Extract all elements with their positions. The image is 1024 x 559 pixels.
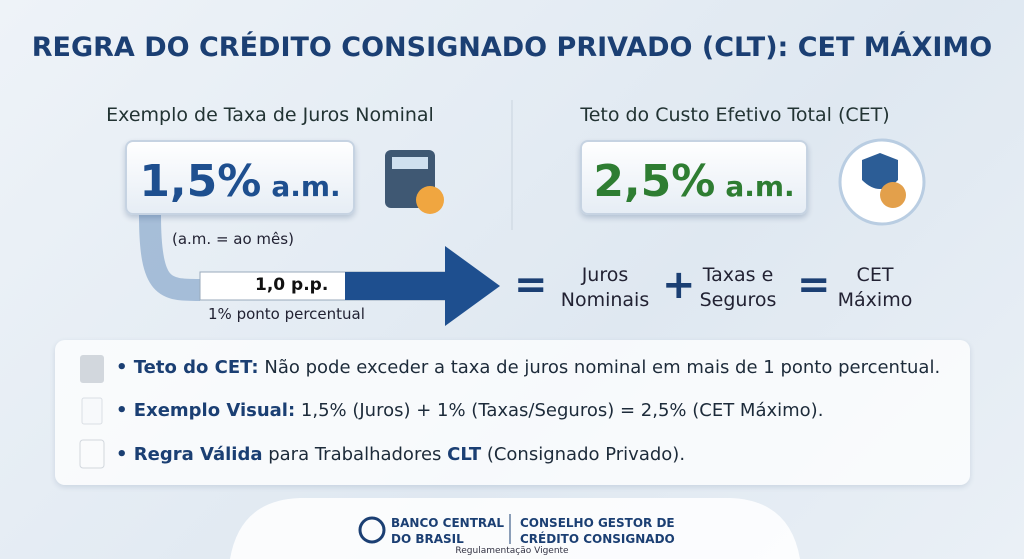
operator: = <box>797 262 831 308</box>
bullet-text: Não pode exceder a taxa de juros nominal… <box>258 357 941 378</box>
calc-screen <box>392 157 428 169</box>
bullet-bold: Exemplo Visual: <box>133 400 296 421</box>
bullet-bold: Regra Válida <box>133 444 263 465</box>
bank-name: BANCO CENTRAL DO BRASIL <box>391 515 504 547</box>
curve-arrow <box>139 214 201 301</box>
term: Taxas e Seguros <box>688 263 788 313</box>
arrow-head <box>445 246 500 326</box>
right-box: 2,5% a.m. <box>580 140 808 215</box>
footer-bg <box>230 498 800 559</box>
bullet: Teto do CET: Não pode exceder a taxa de … <box>116 357 940 378</box>
percent-icon <box>416 186 444 214</box>
term-line: Taxas e <box>702 264 774 286</box>
term-line: Juros <box>581 264 629 286</box>
right-value: 2,5% <box>593 156 716 207</box>
bullet-text: para Trabalhadores <box>262 444 448 465</box>
term-line: Seguros <box>699 289 777 311</box>
bullet-bold: Teto do CET: <box>133 357 259 378</box>
bank-line: DO BRASIL <box>391 532 464 546</box>
note: (a.m. = ao mês) <box>172 230 294 248</box>
shield <box>862 153 898 189</box>
council-line: CONSELHO GESTOR DE <box>520 516 675 530</box>
footer-caption: Regulamentação Vigente <box>455 546 569 556</box>
bc-logo <box>358 516 386 544</box>
bullet-text: 1,5% (Juros) + 1% (Taxas/Seguros) = 2,5%… <box>295 400 824 421</box>
arrow-caption: 1% ponto percentual <box>208 305 365 323</box>
bullet: Regra Válida para Trabalhadores CLT (Con… <box>116 444 685 465</box>
right-unit: a.m. <box>725 170 795 203</box>
bullet-text: (Consignado Privado). <box>481 444 686 465</box>
left-unit: a.m. <box>271 170 341 203</box>
left-label: Exemplo de Taxa de Juros Nominal <box>106 104 434 126</box>
term-line: CET <box>856 264 894 286</box>
bank-line: BANCO CENTRAL <box>391 516 505 530</box>
money-bag <box>880 182 906 208</box>
title: REGRA DO CRÉDITO CONSIGNADO PRIVADO (CLT… <box>31 32 993 63</box>
left-box: 1,5% a.m. <box>125 140 355 215</box>
bullet: Exemplo Visual: 1,5% (Juros) + 1% (Taxas… <box>116 400 824 421</box>
term: Juros Nominais <box>550 263 660 313</box>
council-name: CONSELHO GESTOR DE CRÉDITO CONSIGNADO <box>520 515 675 547</box>
term-line: Máximo <box>837 289 913 311</box>
operator: + <box>662 262 696 308</box>
bar-fill <box>345 272 450 300</box>
council-line: CRÉDITO CONSIGNADO <box>520 532 675 546</box>
arrow-label: 1,0 p.p. <box>255 275 329 295</box>
term: CET Máximo <box>825 263 925 313</box>
right-label: Teto do Custo Efetivo Total (CET) <box>580 104 890 126</box>
operator: = <box>514 262 548 308</box>
term-line: Nominais <box>560 289 650 311</box>
left-value: 1,5% <box>139 156 262 207</box>
bullet-bold: CLT <box>447 444 482 465</box>
